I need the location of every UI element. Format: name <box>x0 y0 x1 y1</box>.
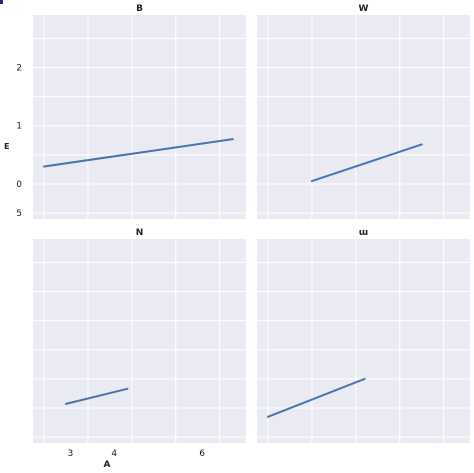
facet-panel-1: B <box>33 4 246 219</box>
facet-title: ɯ <box>359 228 368 238</box>
y-tick-label: 1 <box>16 122 22 132</box>
panel-background <box>257 15 470 219</box>
x-tick-label: 6 <box>199 449 205 459</box>
facet-title: W <box>359 4 369 14</box>
panel-background <box>33 15 246 219</box>
series-line <box>267 377 366 418</box>
y-axis-label: E <box>4 142 9 151</box>
facet-title: N <box>136 228 144 238</box>
facet-panel-3: N <box>33 228 246 443</box>
x-tick-label: 3 <box>67 449 73 459</box>
x-tick-label: 4 <box>111 449 117 459</box>
series-line <box>43 138 234 168</box>
series-line <box>310 143 423 183</box>
y-tick-label: 5 <box>16 209 22 219</box>
y-tick-label: 2 <box>16 63 22 73</box>
panel-background <box>257 239 470 443</box>
facet-title: B <box>136 4 143 14</box>
corner-mark <box>0 0 3 4</box>
facet-panel-4: ɯ <box>257 228 470 443</box>
facet-panel-2: W <box>257 4 470 219</box>
y-tick-label: 0 <box>16 180 22 190</box>
x-axis-label: A <box>104 460 111 470</box>
panel-background <box>33 239 246 443</box>
series-line <box>64 387 129 405</box>
